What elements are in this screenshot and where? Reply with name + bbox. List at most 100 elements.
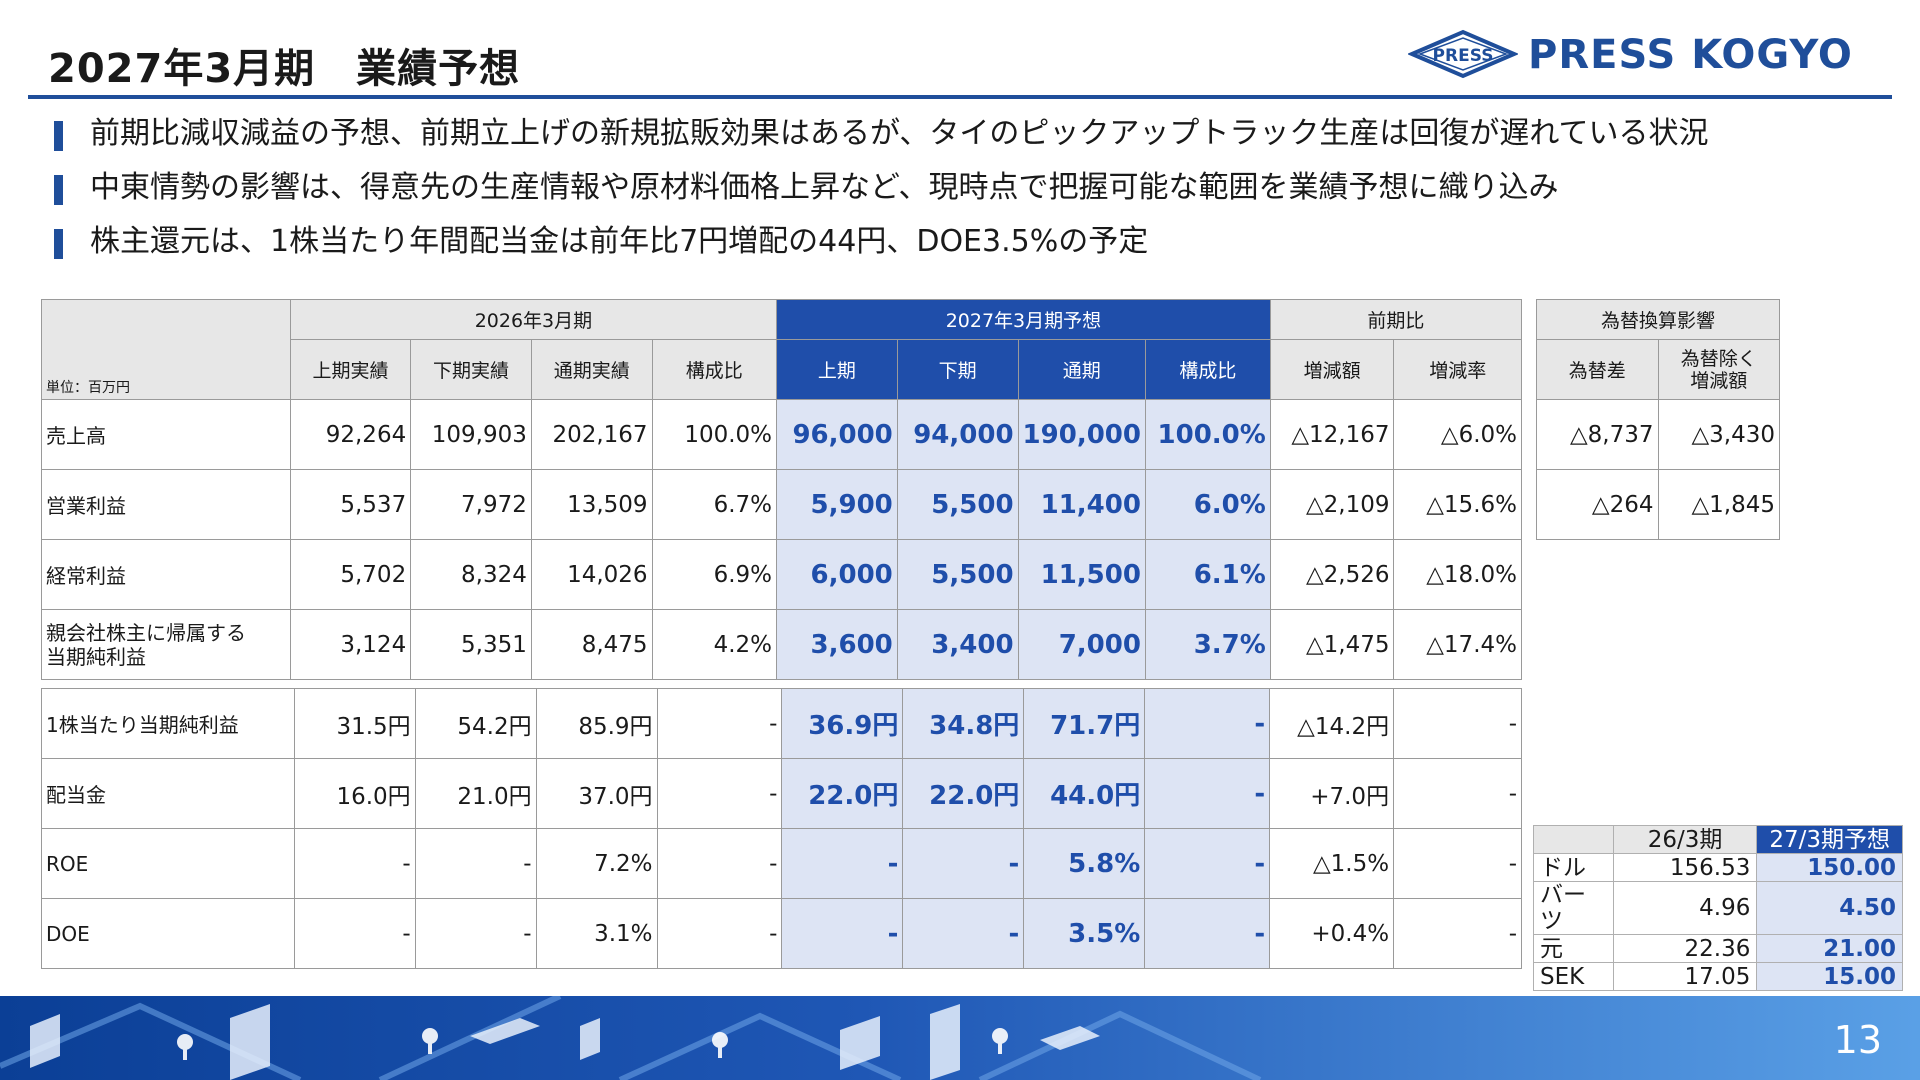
table-row: SEK 17.05 15.00 [1533,962,1903,991]
row-label: ROE [41,828,295,899]
forecast-cell: 11,400 [1017,469,1146,540]
cell: 3.1% [535,898,658,969]
col-header: 構成比 [651,339,778,400]
table-row: 親会社株主に帰属する 当期純利益 3,124 5,351 8,475 4.2% 3… [41,609,1522,680]
col-header: 増減率 [1393,339,1522,400]
bullet-marker [54,121,63,151]
bullet-text: 中東情勢の影響は、得意先の生産情報や原材料価格上昇など、現時点で把握可能な範囲を… [90,170,1559,205]
col-header: 上期 [776,339,898,400]
currency-label: ドル [1533,853,1614,882]
cell: 85.9円 [535,688,658,759]
forecast-cell: 21.00 [1756,934,1903,963]
col-header: 通期 [1017,339,1146,400]
forecast-cell: 6.0% [1144,469,1271,540]
forecast-cell: 5,500 [896,469,1019,540]
table-row: 営業利益 5,537 7,972 13,509 6.7% 5,900 5,500… [41,469,1522,540]
cell: - [414,828,537,899]
bullet-item: 株主還元は、1株当たり年間配当金は前年比7円増配の44円、DOE3.5%の予定 [52,220,1709,274]
row-label: 経常利益 [41,539,291,610]
forecast-cell: 5,500 [896,539,1019,610]
cell: △15.6% [1393,469,1522,540]
cell: 5,702 [289,539,412,610]
cell: △18.0% [1393,539,1522,610]
unit-label: 単位：百万円 [41,299,291,400]
table-row: 経常利益 5,702 8,324 14,026 6.9% 6,000 5,500… [41,539,1522,610]
table-row: ドル 156.53 150.00 [1533,853,1903,882]
forecast-cell: - [1144,898,1271,969]
col-header: 為替差 [1536,339,1659,400]
bullet-marker [54,229,63,259]
bullet-list: 前期比減収減益の予想、前期立上げの新規拡販効果はあるが、タイのピックアップトラッ… [52,112,1709,274]
col-header: 上期実績 [289,339,412,400]
cell: +0.4% [1269,898,1395,969]
bullet-text: 株主還元は、1株当たり年間配当金は前年比7円増配の44円、DOE3.5%の予定 [90,224,1149,259]
cell: +7.0円 [1269,758,1395,829]
forecast-cell: 44.0円 [1023,758,1146,829]
forecast-cell: - [1144,688,1271,759]
cell: - [1393,688,1522,759]
forecast-cell: 5,900 [776,469,898,540]
row-label-line: 当期純利益 [46,644,146,669]
forecast-cell: 4.50 [1756,881,1903,935]
cell: △6.0% [1393,399,1522,470]
forecast-cell: - [781,828,904,899]
cell: 5,537 [289,469,412,540]
forecast-cell: 3,600 [776,609,898,680]
results-table: 単位：百万円 2026年3月期 2027年3月期予想 前期比 上期実績 下期実績… [41,299,1523,680]
col-header: 26/3期 [1612,825,1758,854]
cell: - [1393,898,1522,969]
group-header-fy2026: 2026年3月期 [289,299,778,340]
forecast-cell: - [1144,758,1271,829]
forecast-cell: 22.0円 [781,758,904,829]
cell: △1.5% [1269,828,1395,899]
bullet-marker [54,175,63,205]
col-header: 増減額 [1269,339,1395,400]
forecast-cell: 6.1% [1144,539,1271,610]
cell: 8,475 [530,609,653,680]
table-row: 1株当たり当期純利益 31.5円 54.2円 85.9円 - 36.9円 34.… [41,688,1522,759]
forecast-cell: 3.5% [1023,898,1146,969]
cell: 4.96 [1612,881,1758,935]
bullet-item: 前期比減収減益の予想、前期立上げの新規拡販効果はあるが、タイのピックアップトラッ… [52,112,1709,166]
forecast-cell: 6,000 [776,539,898,610]
col-header-line: 為替除く [1680,347,1757,370]
table-row: 配当金 16.0円 21.0円 37.0円 - 22.0円 22.0円 44.0… [41,758,1522,829]
forecast-cell: 96,000 [776,399,898,470]
forecast-cell: 100.0% [1144,399,1271,470]
bullet-text: 前期比減収減益の予想、前期立上げの新規拡販効果はあるが、タイのピックアップトラッ… [90,116,1709,151]
exchange-rate-table: 26/3期 27/3期予想 ドル 156.53 150.00 バーツ 4.96 … [1533,825,1903,991]
per-share-table: 1株当たり当期純利益 31.5円 54.2円 85.9円 - 36.9円 34.… [41,688,1522,969]
cell: △264 [1536,469,1659,540]
cell: △2,526 [1269,539,1395,610]
forecast-cell: - [902,898,1025,969]
row-label: 1株当たり当期純利益 [41,688,295,759]
table-row: 売上高 92,264 109,903 202,167 100.0% 96,000… [41,399,1522,470]
cell: 13,509 [530,469,653,540]
col-header: 下期 [896,339,1019,400]
cell: - [656,688,783,759]
forecast-cell: 36.9円 [781,688,904,759]
cell: 5,351 [410,609,532,680]
currency-label: バーツ [1533,881,1614,935]
group-header-fy2027: 2027年3月期予想 [776,299,1271,340]
fx-impact-table: 為替換算影響 為替差 為替除く 増減額 △8,737 △3,430 △264 △1… [1536,299,1780,540]
table-row: バーツ 4.96 4.50 [1533,881,1903,935]
cell: △12,167 [1269,399,1395,470]
cell: 37.0円 [535,758,658,829]
forecast-cell: 94,000 [896,399,1019,470]
cell: 202,167 [530,399,653,470]
row-label-line: 親会社株主に帰属する [46,620,246,645]
press-emblem-icon: PRESS [1406,29,1520,79]
forecast-cell: - [902,828,1025,899]
row-label: 配当金 [41,758,295,829]
page-number: 13 [1833,1018,1882,1062]
forecast-cell: 11,500 [1017,539,1146,610]
col-header-line: 増減額 [1690,369,1748,392]
currency-label: 元 [1533,934,1614,963]
cell: 100.0% [651,399,778,470]
rate-corner [1533,825,1614,854]
title-rule [28,95,1892,99]
table-row: ROE - - 7.2% - - - 5.8% - △1.5% - [41,828,1522,899]
row-label: 売上高 [41,399,291,470]
cell: 156.53 [1612,853,1758,882]
